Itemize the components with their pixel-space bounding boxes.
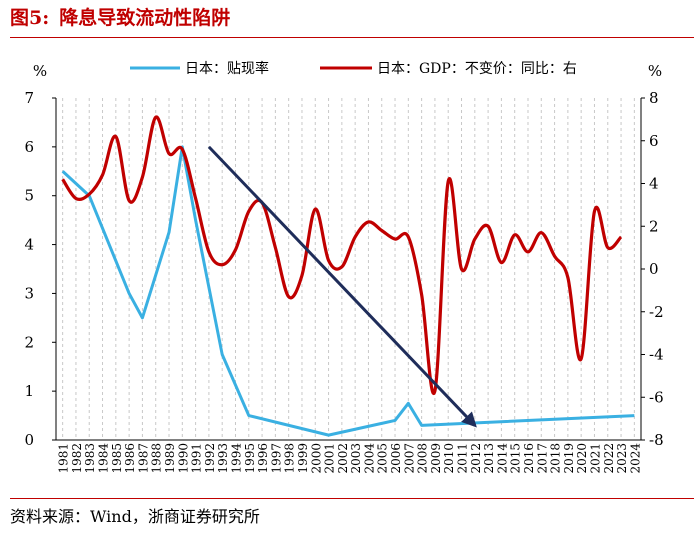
x-tick-label: 1990 bbox=[176, 443, 190, 474]
left-axis-ticks: 0 1 2 3 4 5 6 7 bbox=[24, 89, 56, 449]
x-axis-ticks: 1981 1982 1983 1984 1985 1986 1987 1988 1989 1990… bbox=[57, 443, 643, 474]
x-tick-label: 2021 bbox=[588, 443, 602, 474]
figure-label: 图5: bbox=[10, 7, 50, 29]
right-tick-label: -2 bbox=[649, 303, 664, 321]
left-tick-label: 0 bbox=[24, 431, 34, 449]
x-tick-label: 1996 bbox=[256, 443, 270, 474]
x-tick-label: 2008 bbox=[416, 443, 430, 474]
right-axis-unit: % bbox=[648, 62, 662, 80]
x-tick-label: 2014 bbox=[495, 443, 509, 474]
title-rule bbox=[10, 37, 694, 38]
series-layer bbox=[61, 115, 635, 437]
x-tick-label: 2024 bbox=[628, 443, 642, 474]
x-tick-label: 2006 bbox=[389, 443, 403, 474]
x-tick-label: 2009 bbox=[429, 443, 443, 474]
x-tick-label: 2002 bbox=[336, 443, 350, 474]
series-line-discount-rate bbox=[61, 145, 635, 437]
x-tick-label: 1991 bbox=[190, 443, 204, 474]
left-tick-label: 1 bbox=[24, 382, 34, 400]
x-tick-label: 2004 bbox=[362, 443, 376, 474]
x-tick-label: 2000 bbox=[309, 443, 323, 474]
x-tick-label: 1982 bbox=[70, 443, 84, 474]
x-tick-label: 2007 bbox=[402, 443, 416, 474]
right-tick-label: 0 bbox=[649, 260, 659, 278]
left-tick-label: 4 bbox=[24, 236, 34, 254]
figure-title: 图5: 降息导致流动性陷阱 bbox=[10, 4, 240, 32]
right-tick-label: -6 bbox=[649, 388, 664, 406]
x-tick-label: 2016 bbox=[522, 443, 536, 474]
chart-legend: 日本：贴现率 日本：GDP：不变价：同比：右 bbox=[130, 60, 577, 77]
x-tick-label: 1988 bbox=[150, 443, 164, 474]
annotation-layer bbox=[207, 145, 477, 428]
x-tick-label: 2012 bbox=[469, 443, 483, 474]
x-tick-label: 2015 bbox=[509, 443, 523, 474]
left-tick-label: 7 bbox=[24, 89, 34, 107]
x-tick-label: 1993 bbox=[216, 443, 230, 474]
right-tick-label: -8 bbox=[649, 431, 664, 449]
x-tick-label: 2019 bbox=[562, 443, 576, 474]
series-line-gdp bbox=[61, 115, 623, 396]
x-tick-label: 1992 bbox=[203, 443, 217, 474]
x-tick-label: 2013 bbox=[482, 443, 496, 474]
left-tick-label: 2 bbox=[24, 333, 34, 351]
right-axis-ticks: -8 -6 -4 -2 0 2 4 6 8 bbox=[641, 89, 664, 449]
x-tick-label: 1994 bbox=[229, 443, 243, 474]
x-tick-label: 1998 bbox=[283, 443, 297, 474]
right-tick-label: 6 bbox=[649, 132, 659, 150]
x-tick-label: 1981 bbox=[57, 443, 71, 474]
x-tick-label: 1997 bbox=[269, 443, 283, 474]
x-tick-label: 2018 bbox=[549, 443, 563, 474]
x-tick-label: 2001 bbox=[323, 443, 337, 474]
right-tick-label: 4 bbox=[649, 175, 659, 193]
x-tick-label: 2005 bbox=[376, 443, 390, 474]
x-tick-label: 2022 bbox=[602, 443, 616, 474]
x-tick-label: 2003 bbox=[349, 443, 363, 474]
right-tick-label: 8 bbox=[649, 89, 659, 107]
x-tick-label: 1999 bbox=[296, 443, 310, 474]
x-tick-label: 2011 bbox=[456, 443, 470, 474]
left-tick-label: 3 bbox=[24, 284, 34, 302]
x-tick-label: 1989 bbox=[163, 443, 177, 474]
x-tick-label: 1986 bbox=[123, 443, 137, 474]
source-rule bbox=[10, 498, 694, 499]
trend-arrow bbox=[207, 145, 477, 428]
x-tick-label: 1985 bbox=[110, 443, 124, 474]
x-tick-label: 2023 bbox=[615, 443, 629, 474]
x-tick-label: 1995 bbox=[243, 443, 257, 474]
x-tick-label: 2010 bbox=[442, 443, 456, 474]
right-tick-label: -4 bbox=[649, 346, 664, 364]
x-tick-label: 1984 bbox=[97, 443, 111, 474]
figure-title-text: 降息导致流动性陷阱 bbox=[59, 7, 231, 29]
left-tick-label: 6 bbox=[24, 138, 34, 156]
legend-label-discount-rate: 日本：贴现率 bbox=[185, 60, 269, 77]
right-tick-label: 2 bbox=[649, 217, 659, 235]
left-tick-label: 5 bbox=[24, 187, 34, 205]
legend-label-gdp: 日本：GDP：不变价：同比：右 bbox=[377, 61, 577, 77]
left-axis-unit: % bbox=[33, 62, 47, 80]
line-chart: % % 日本：贴现率 日本：GDP：不变价：同比：右 0 1 2 3 4 5 6 7 -8 -6… bbox=[24, 60, 664, 474]
x-tick-label: 1987 bbox=[136, 443, 150, 474]
source-note: 资料来源：Wind，浙商证券研究所 bbox=[10, 507, 260, 526]
chart-axes bbox=[55, 98, 642, 441]
x-tick-label: 2017 bbox=[535, 443, 549, 474]
x-tick-label: 1983 bbox=[83, 443, 97, 474]
x-tick-label: 2020 bbox=[575, 443, 589, 474]
